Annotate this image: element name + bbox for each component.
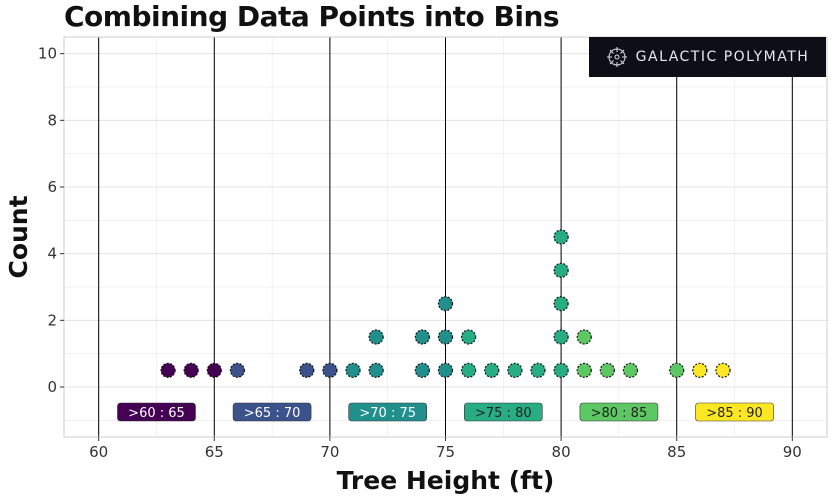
data-point bbox=[553, 229, 569, 245]
data-point bbox=[530, 362, 546, 378]
bin-label-text: >80 : 85 bbox=[591, 406, 648, 421]
bin-label-box bbox=[695, 402, 774, 422]
bin-label-box bbox=[579, 402, 659, 422]
y-tick-label: 4 bbox=[47, 245, 57, 263]
data-point bbox=[507, 362, 523, 378]
data-point bbox=[437, 296, 454, 312]
data-point bbox=[322, 362, 338, 378]
data-point bbox=[553, 362, 569, 378]
galactic-polymath-logo: GALACTIC POLYMATH bbox=[589, 37, 826, 77]
bin-labels: >60 : 65 >65 : 70 >70 : 75 >75 : 80 >80 : 85… bbox=[117, 402, 774, 422]
axes: 60 65 70 75 80 85 90 0 2 4 6 8 10 Tree Height (ft) Cou… bbox=[4, 36, 828, 495]
data-point bbox=[414, 329, 430, 345]
x-tick-label: 90 bbox=[783, 443, 802, 461]
data-point bbox=[414, 362, 430, 378]
data-point bbox=[183, 362, 199, 378]
bin-label-text: >70 : 75 bbox=[359, 406, 416, 421]
data-point bbox=[715, 362, 731, 378]
data-point bbox=[576, 329, 592, 345]
bin-label-text: >60 : 65 bbox=[128, 406, 185, 421]
data-point bbox=[461, 329, 477, 345]
chart-title: Combining Data Points into Bins bbox=[64, 0, 560, 33]
spiral-galaxy-icon bbox=[606, 47, 627, 67]
y-tick-label: 8 bbox=[47, 111, 57, 129]
data-point bbox=[461, 362, 477, 378]
y-axis-title: Count bbox=[4, 195, 33, 278]
data-point bbox=[576, 362, 592, 378]
data-point bbox=[437, 362, 454, 378]
x-tick-label: 75 bbox=[436, 443, 455, 461]
data-point bbox=[160, 362, 176, 378]
bin-label-box bbox=[117, 402, 196, 422]
data-point bbox=[553, 262, 569, 278]
bin-label-text: >85 : 90 bbox=[706, 406, 763, 421]
data-point bbox=[206, 362, 222, 378]
bin-label-box bbox=[464, 402, 543, 422]
data-point bbox=[437, 329, 454, 345]
data-point bbox=[368, 329, 384, 345]
x-tick-label: 60 bbox=[89, 443, 108, 461]
logo-text: GALACTIC POLYMATH bbox=[635, 49, 810, 65]
bin-label-box bbox=[232, 402, 312, 422]
y-tick-label: 10 bbox=[38, 45, 57, 63]
x-tick-label: 70 bbox=[320, 443, 339, 461]
data-point bbox=[553, 329, 569, 345]
data-points bbox=[160, 229, 731, 378]
y-tick-label: 6 bbox=[47, 178, 57, 196]
bin-label-text: >75 : 80 bbox=[475, 406, 532, 421]
bin-label-box bbox=[348, 402, 427, 422]
y-tick-label: 0 bbox=[47, 378, 57, 396]
data-point bbox=[599, 362, 615, 378]
data-point bbox=[368, 362, 384, 378]
bin-label-text: >65 : 70 bbox=[244, 406, 301, 421]
data-point bbox=[622, 362, 639, 378]
x-tick-label: 65 bbox=[205, 443, 224, 461]
y-tick-label: 2 bbox=[47, 311, 57, 329]
x-axis-title: Tree Height (ft) bbox=[337, 466, 555, 495]
data-point bbox=[553, 296, 569, 312]
data-point bbox=[669, 362, 685, 378]
data-point bbox=[345, 362, 361, 378]
data-point bbox=[229, 362, 246, 378]
x-tick-label: 80 bbox=[552, 443, 571, 461]
x-tick-label: 85 bbox=[667, 443, 686, 461]
data-point bbox=[692, 362, 708, 378]
data-point bbox=[299, 362, 315, 378]
data-point bbox=[484, 362, 500, 378]
